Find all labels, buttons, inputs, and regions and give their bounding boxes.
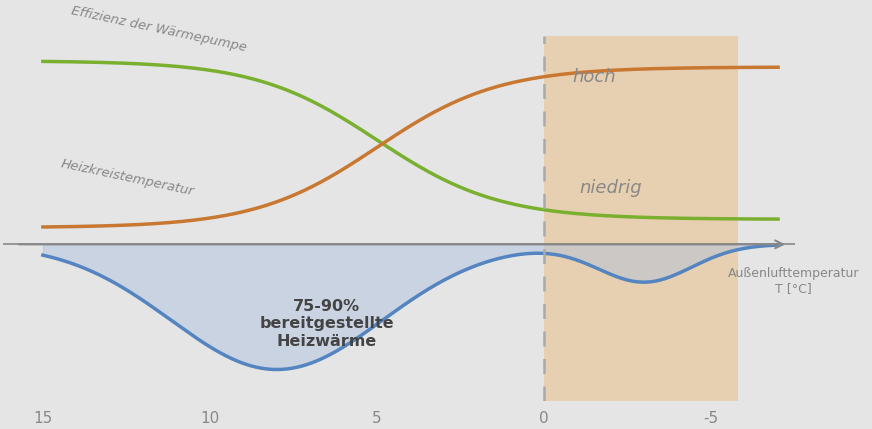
Text: Effizienz der Wärmepumpe: Effizienz der Wärmepumpe	[70, 5, 248, 54]
Text: 75-90%
bereitgestellte
Heizwärme: 75-90% bereitgestellte Heizwärme	[260, 299, 394, 348]
Text: Außenlufttemperatur
T [°C]: Außenlufttemperatur T [°C]	[728, 267, 860, 295]
Text: niedrig: niedrig	[580, 179, 643, 197]
Text: hoch: hoch	[572, 69, 616, 87]
Text: Heizkreistemperatur: Heizkreistemperatur	[59, 157, 195, 199]
